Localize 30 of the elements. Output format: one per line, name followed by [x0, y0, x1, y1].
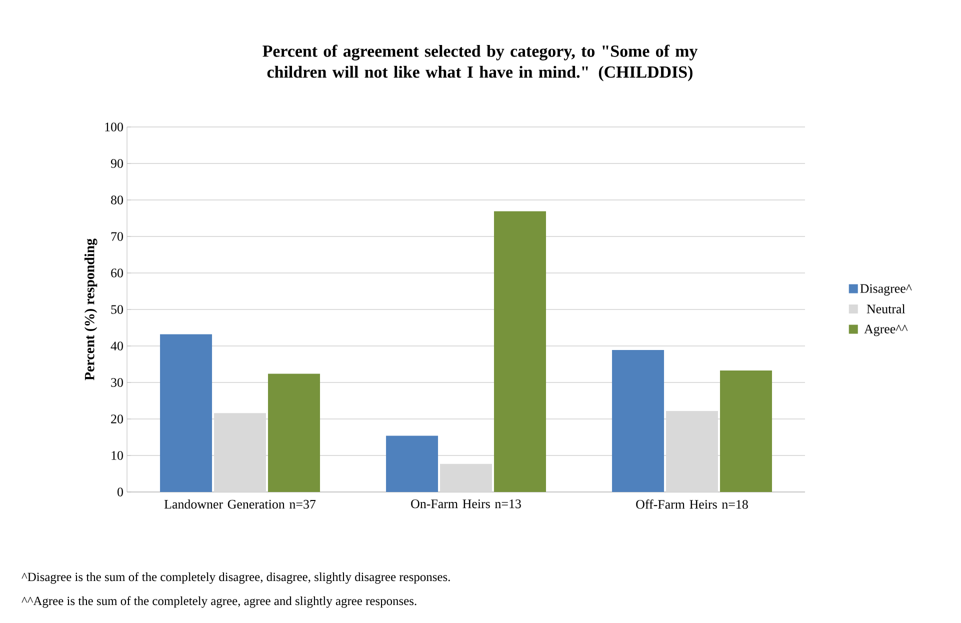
bar — [612, 350, 664, 492]
y-tick-label: 70 — [111, 232, 123, 241]
x-tick-label: Off-Farm Heirs n=18 — [636, 500, 748, 509]
bar — [720, 370, 772, 492]
y-axis-title: Percent (%) responding — [84, 238, 98, 380]
legend-label: Disagree^ — [860, 284, 912, 296]
x-tick-label: On-Farm Heirs n=13 — [411, 500, 521, 508]
y-tick-label: 0 — [118, 488, 123, 496]
y-tick-label: 80 — [111, 196, 123, 204]
bar — [160, 334, 212, 492]
legend-label: Agree^^ — [864, 324, 908, 336]
y-tick-label: 100 — [105, 122, 123, 132]
bar — [268, 374, 320, 492]
legend-label: Neutral — [866, 304, 906, 314]
y-tick-label: 30 — [111, 378, 123, 387]
bar — [666, 410, 718, 492]
text: ^^Agree is the sum of the completely agree, agree and slightly agree responses. — [22, 596, 416, 608]
y-tick-label: 20 — [111, 414, 123, 424]
x-tick-label: Landowner Generation n=37 — [164, 500, 316, 509]
y-tick-label: 50 — [111, 305, 123, 314]
bar — [386, 436, 438, 492]
bar — [214, 413, 266, 492]
text: ^Disagree is the sum of the completely disagree, disagree, slightly disagree responses. — [22, 572, 450, 584]
y-tick-label: 60 — [111, 268, 123, 278]
y-tick-label: 40 — [110, 342, 123, 350]
bar — [440, 464, 492, 492]
y-tick-label: 90 — [110, 159, 123, 168]
bar — [494, 211, 546, 492]
chart-title: Percent of agreement selected by category, to "Some of my children will not like what I have in mind." (CHILDDIS) — [262, 44, 698, 82]
y-tick-label: 10 — [112, 451, 123, 460]
